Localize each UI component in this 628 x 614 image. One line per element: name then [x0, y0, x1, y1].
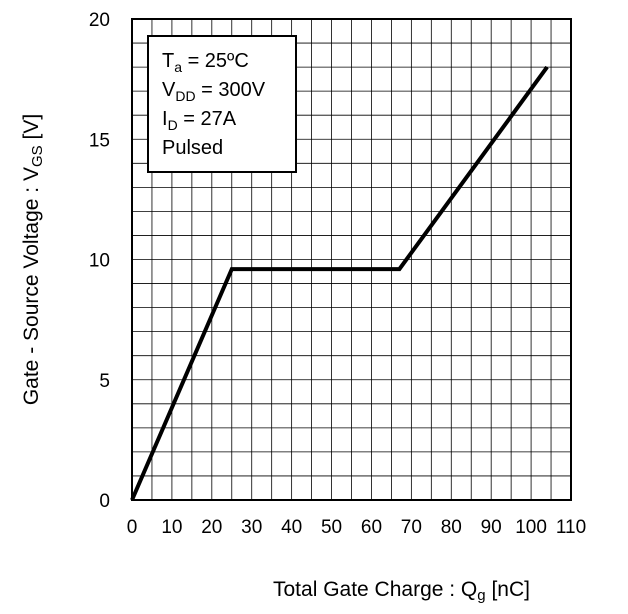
series-line [130, 65, 549, 501]
y-axis-title-unit: [V] [20, 114, 43, 146]
x-tick-label: 100 [515, 517, 547, 538]
y-axis-title-subscript: GS [29, 145, 46, 167]
x-tick-label: 60 [361, 517, 382, 538]
x-axis-title-main: Total Gate Charge : Q [273, 578, 477, 601]
conditions-box: Ta = 25ºC VDD = 300V ID = 27A Pulsed [147, 35, 297, 173]
x-tick-label: 10 [161, 517, 182, 538]
y-tick-label: 5 [99, 371, 110, 392]
y-tick-label: 0 [99, 491, 110, 512]
x-tick-label: 50 [321, 517, 342, 538]
condition-value: = 25ºC [182, 50, 249, 72]
x-tick-label: 70 [401, 517, 422, 538]
conditions-box-frame [147, 35, 297, 173]
plot-area-frame [131, 18, 572, 501]
x-axis-title-subscript: g [477, 587, 485, 604]
y-tick-labels: 0 5 10 15 20 [89, 10, 110, 512]
condition-subscript: DD [175, 88, 195, 104]
condition-value: = 27A [178, 108, 237, 130]
condition-symbol: Pulsed [162, 137, 223, 159]
y-tick-label: 15 [89, 130, 110, 151]
condition-line: Ta = 25ºC [162, 50, 249, 75]
condition-symbol: I [162, 108, 168, 130]
condition-subscript: a [174, 59, 182, 75]
condition-line: VDD = 300V [162, 79, 266, 104]
condition-symbol: V [162, 79, 176, 101]
x-tick-label: 20 [201, 517, 222, 538]
x-tick-label: 80 [441, 517, 462, 538]
y-axis-title-main: Gate - Source Voltage : V [20, 167, 43, 405]
condition-line: Pulsed [162, 137, 223, 159]
x-tick-label: 30 [241, 517, 262, 538]
x-axis-title-unit: [nC] [486, 578, 530, 601]
y-tick-label: 10 [89, 251, 110, 272]
condition-value: = 300V [196, 79, 266, 101]
x-tick-label: 40 [281, 517, 302, 538]
x-tick-label: 110 [556, 517, 586, 538]
x-tick-label: 90 [481, 517, 502, 538]
condition-symbol: T [162, 50, 174, 72]
x-tick-label: 0 [127, 517, 138, 538]
x-tick-labels: 0 10 20 30 40 50 60 70 80 90 100 110 [127, 517, 586, 538]
y-tick-label: 20 [89, 10, 110, 31]
y-axis-title: Gate - Source Voltage : VGS [V] [20, 114, 46, 405]
condition-line: ID = 27A [162, 108, 237, 133]
condition-subscript: D [168, 117, 178, 133]
x-axis-title: Total Gate Charge : Qg [nC] [273, 578, 530, 604]
